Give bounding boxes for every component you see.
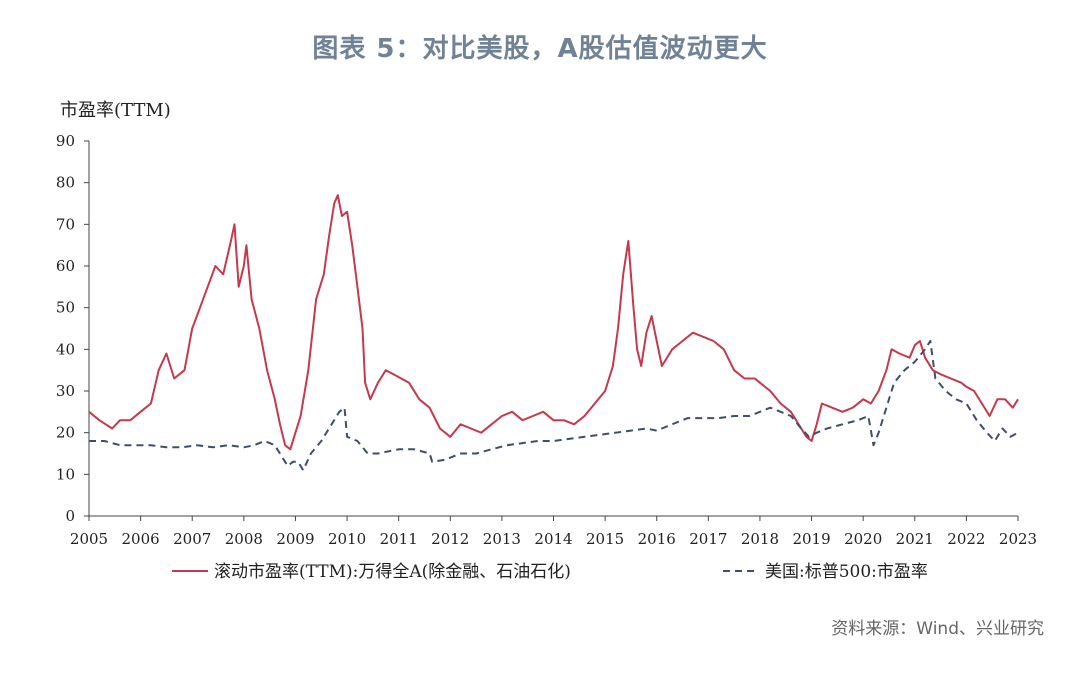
y-tick-label: 70 [56, 215, 75, 233]
x-tick-label: 2020 [844, 530, 882, 548]
series-line-1 [88, 194, 1019, 451]
x-tick-label: 2016 [638, 530, 676, 548]
x-tick-label: 2007 [173, 530, 211, 548]
x-tick-label: 2015 [586, 530, 624, 548]
x-tick-label: 2017 [689, 530, 727, 548]
x-tick-label: 2022 [947, 530, 985, 548]
x-tick-label: 2010 [328, 530, 366, 548]
y-tick-label: 0 [65, 507, 75, 525]
x-tick-label: 2013 [483, 530, 521, 548]
y-tick-label: 80 [56, 174, 75, 192]
x-tick-label: 2019 [792, 530, 830, 548]
legend-label-1: 滚动市盈率(TTM):万得全A(除金融、石油石化) [214, 562, 571, 582]
x-tick-label: 2014 [534, 530, 572, 548]
x-tick-label: 2005 [70, 530, 108, 548]
x-tick-label: 2012 [431, 530, 469, 548]
x-tick-label: 2018 [741, 530, 779, 548]
y-tick-label: 10 [56, 465, 75, 483]
chart-title: 图表 5：对比美股，A股估值波动更大 [312, 34, 768, 64]
legend-label-2: 美国:标普500:市盈率 [765, 562, 928, 582]
y-tick-label: 90 [56, 132, 75, 150]
series-line-2 [89, 340, 1019, 472]
source-note: 资料来源：Wind、兴业研究 [831, 619, 1044, 639]
y-tick-label: 50 [56, 299, 75, 317]
x-tick-label: 2006 [122, 530, 160, 548]
x-tick-label: 2009 [276, 530, 314, 548]
y-axis-label: 市盈率(TTM) [60, 100, 171, 121]
y-tick-label: 20 [56, 424, 75, 442]
y-tick-label: 30 [56, 382, 75, 400]
x-tick-label: 2011 [380, 530, 418, 548]
y-tick-label: 60 [56, 257, 75, 275]
y-tick-label: 40 [56, 340, 75, 358]
x-tick-label: 2021 [896, 530, 934, 548]
x-tick-label: 2008 [225, 530, 263, 548]
x-tick-label: 2023 [999, 530, 1037, 548]
